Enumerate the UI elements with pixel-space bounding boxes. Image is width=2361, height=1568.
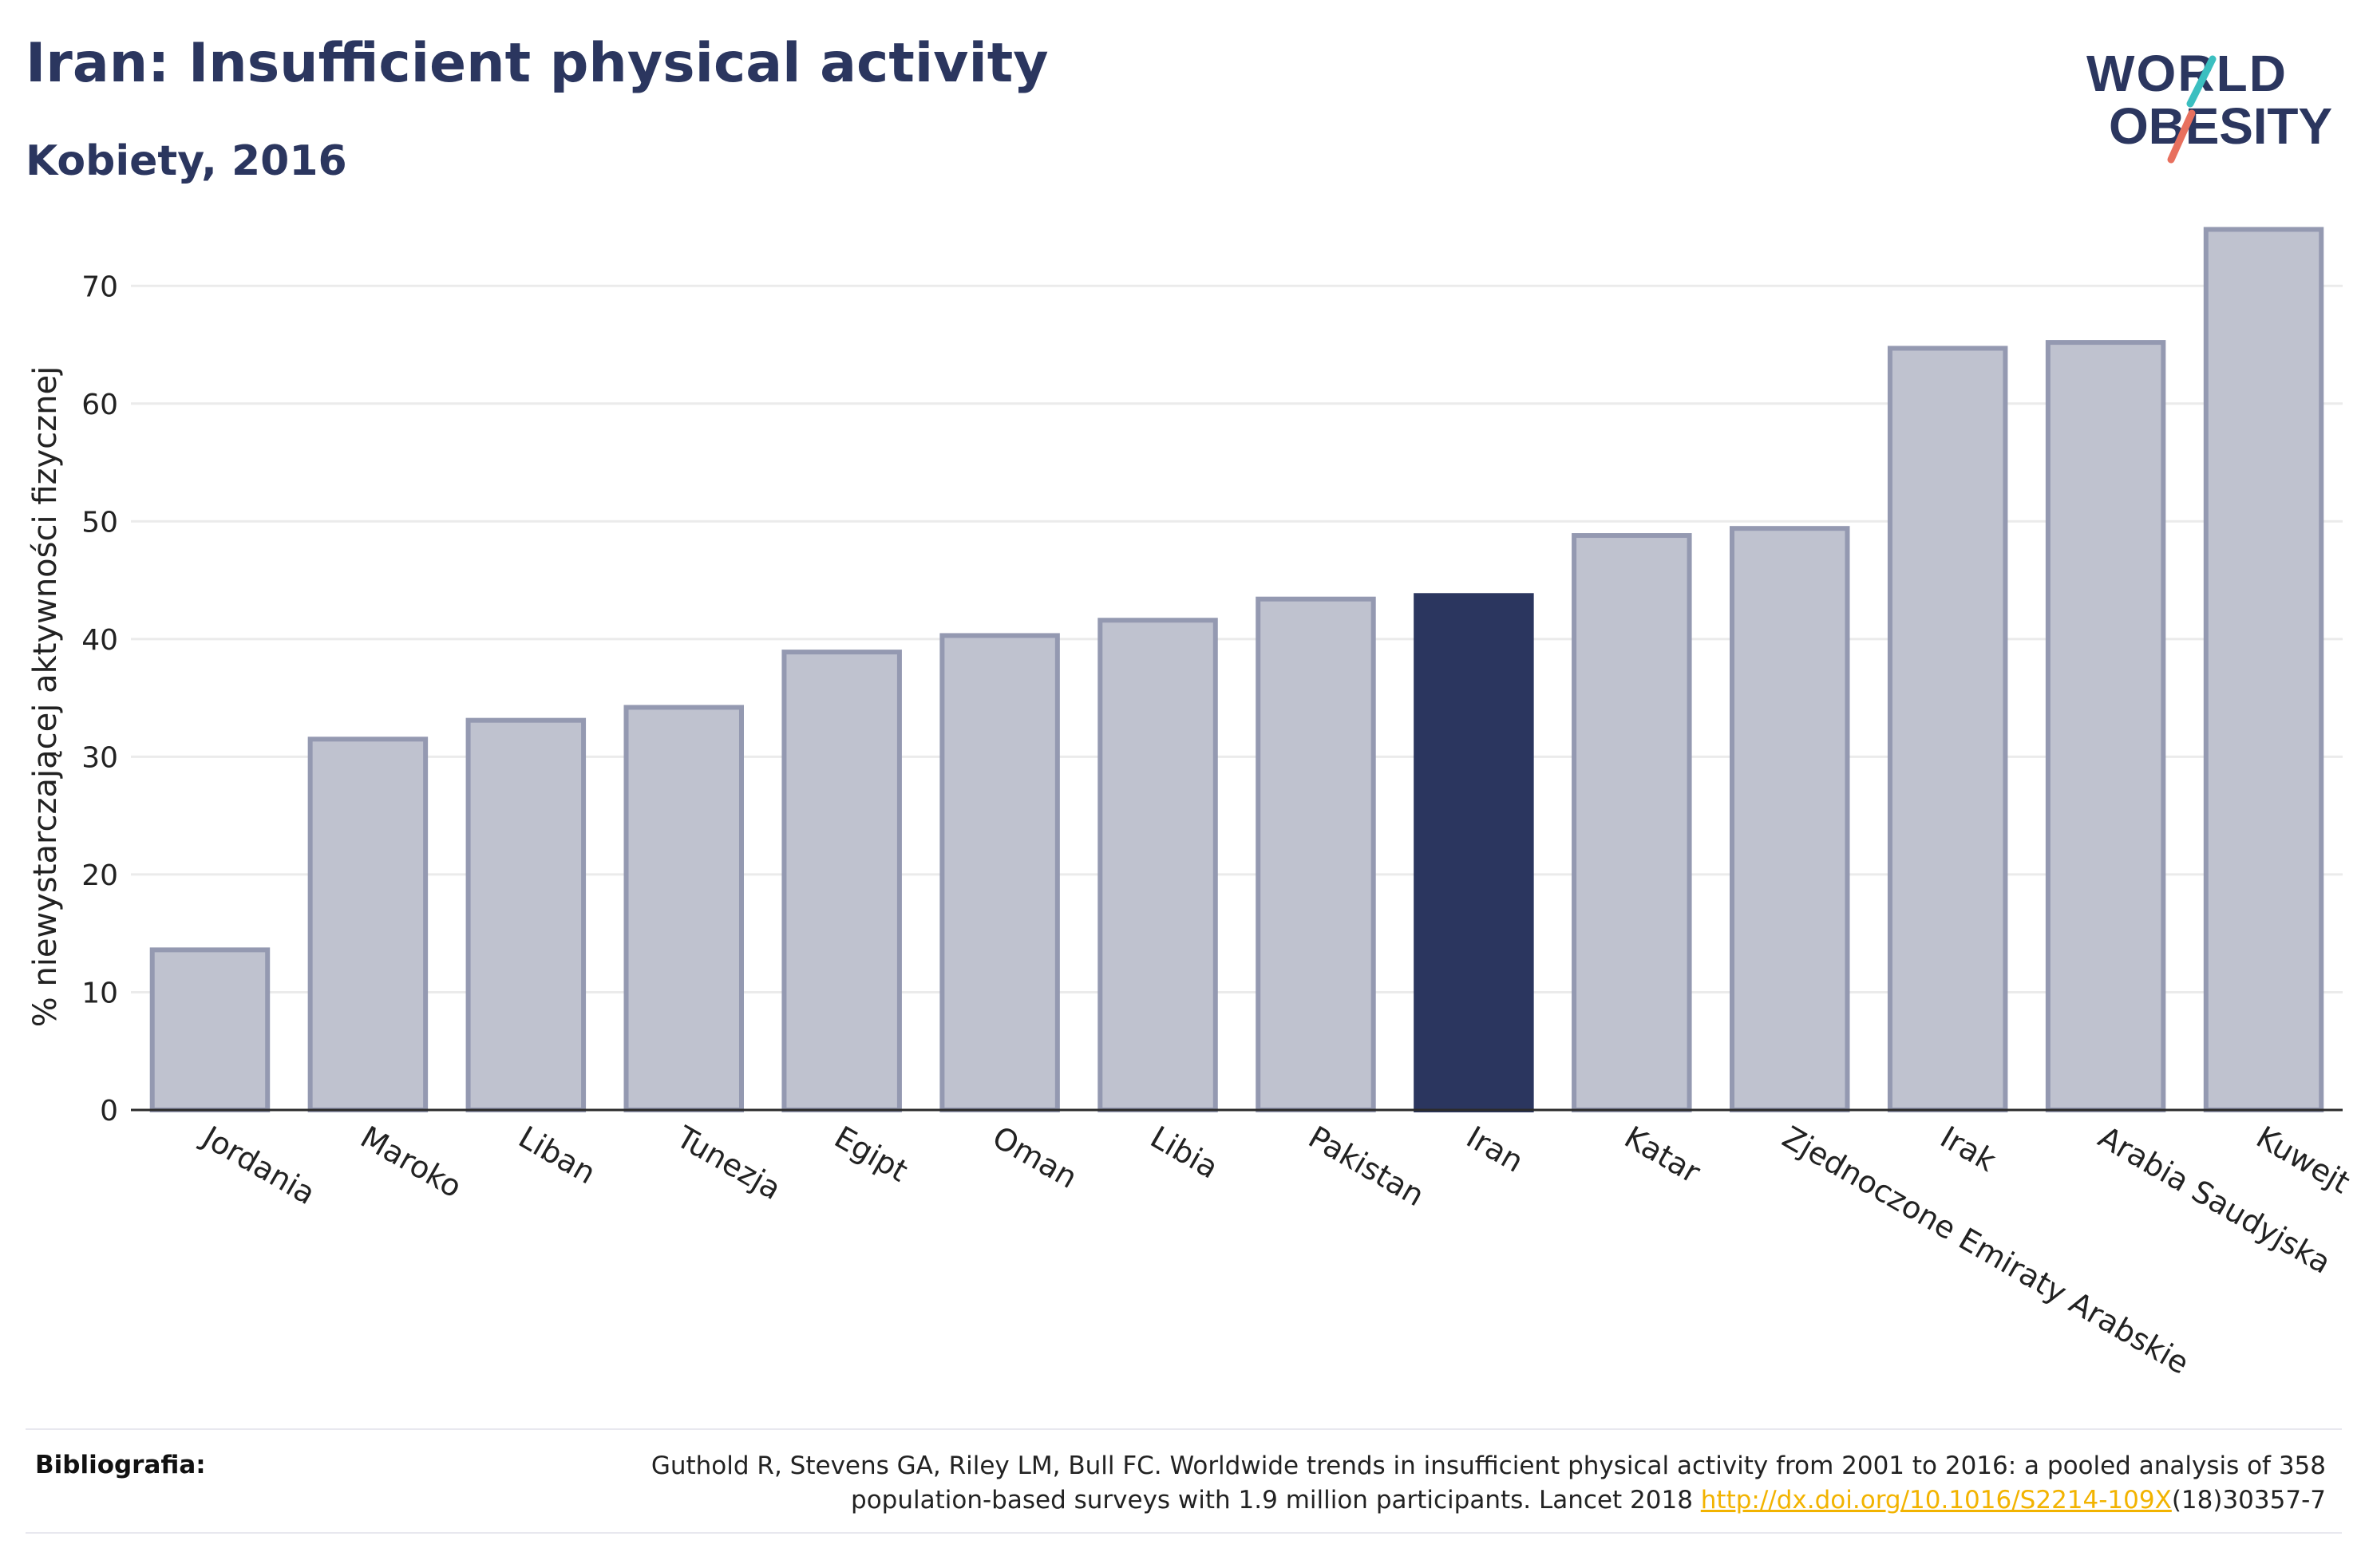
bar-maroko: [307, 737, 429, 1112]
doi-link[interactable]: http://dx.doi.org/10.1016/S2214-109X: [1700, 1486, 2172, 1515]
bibliography-line2-prefix: population-based surveys with 1.9 millio…: [851, 1486, 1701, 1515]
bar-kuwejt: [2203, 227, 2324, 1112]
x-tick-label: Kuwejt: [2251, 1120, 2356, 1201]
logo-line2: OBESITY: [2109, 97, 2332, 155]
bibliography-footer: Bibliografia: Guthold R, Stevens GA, Ril…: [26, 1428, 2342, 1534]
bar-pakistan: [1256, 596, 1376, 1112]
bar-liban: [465, 717, 587, 1112]
bar-arabia-saudyjska: [2045, 340, 2166, 1112]
x-tick-label: Irak: [1935, 1120, 2002, 1179]
y-tick-label: 10: [81, 977, 118, 1009]
bar-zjednoczone-emiraty-arabskie: [1730, 526, 1850, 1112]
y-tick-label: 50: [81, 506, 118, 539]
bibliography-text: Guthold R, Stevens GA, Riley LM, Bull FC…: [410, 1449, 2326, 1518]
bar-egipt: [781, 650, 902, 1112]
logo-slash-teal: [2186, 55, 2217, 108]
bar-irak: [1887, 346, 2008, 1113]
bar-tunezja: [623, 705, 744, 1112]
x-tick-label: Egipt: [829, 1120, 914, 1189]
bar-iran: [1414, 593, 1534, 1112]
x-tick-label: Liban: [512, 1120, 601, 1191]
x-tick-label: Maroko: [354, 1120, 468, 1205]
logo-slash-coral: [2167, 109, 2196, 164]
chart-title: Iran: Insufficient physical activity: [26, 32, 1049, 95]
y-tick-label: 0: [100, 1095, 118, 1128]
x-tick-label: Iran: [1461, 1120, 1529, 1179]
x-tick-label: Libia: [1145, 1120, 1224, 1186]
bibliography-line2-suffix: (18)30357-7: [2171, 1486, 2326, 1515]
bar-oman: [939, 633, 1060, 1112]
y-axis-title: % niewystarczającej aktywności fizycznej: [27, 366, 64, 1028]
chart-subtitle: Kobiety, 2016: [26, 137, 347, 185]
bar-libia: [1097, 618, 1218, 1112]
x-tick-label: Pakistan: [1303, 1120, 1430, 1214]
logo-line1: WORLD: [2086, 45, 2286, 102]
x-tick-label: Jordania: [196, 1119, 322, 1211]
y-tick-label: 20: [81, 859, 118, 892]
y-tick-label: 40: [81, 624, 118, 657]
world-obesity-logo: WORLD OBESITY: [2086, 45, 2332, 164]
x-tick-label: Tunezja: [670, 1119, 787, 1207]
bar-katar: [1572, 533, 1692, 1112]
bar-jordania: [149, 947, 271, 1112]
y-tick-label: 60: [81, 389, 118, 421]
x-tick-label: Katar: [1619, 1120, 1706, 1191]
x-tick-label: Oman: [987, 1120, 1083, 1195]
y-tick-label: 30: [81, 741, 118, 774]
bibliography-label: Bibliografia:: [35, 1451, 206, 1479]
bibliography-line1: Guthold R, Stevens GA, Riley LM, Bull FC…: [651, 1451, 2326, 1480]
y-tick-label: 70: [81, 271, 118, 303]
